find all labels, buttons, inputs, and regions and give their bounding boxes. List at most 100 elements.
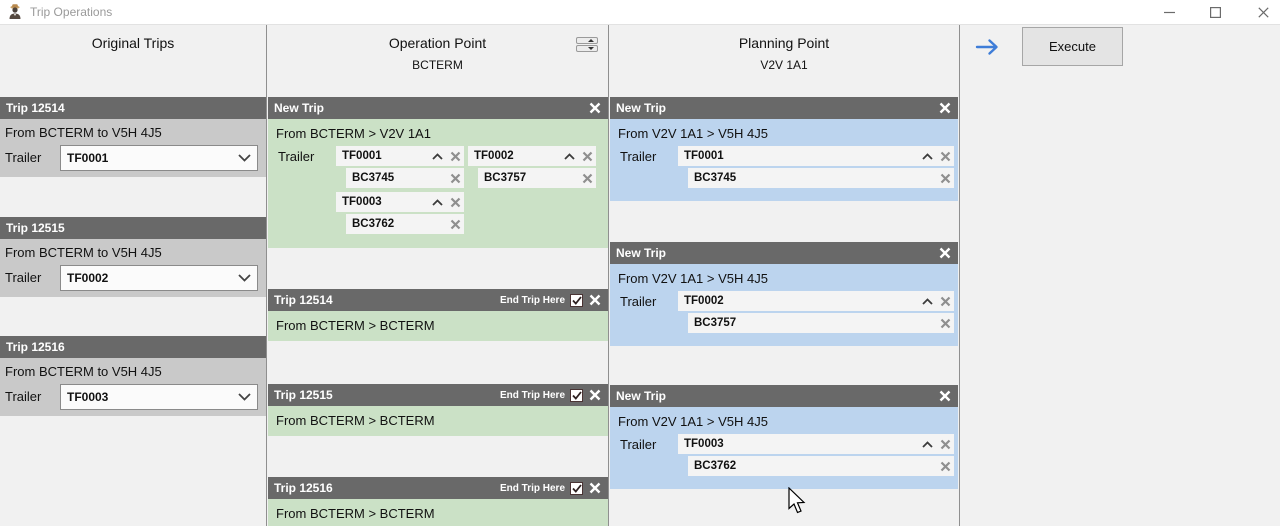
close-card-button[interactable] xyxy=(588,101,602,115)
remove-container-button[interactable] xyxy=(936,169,954,187)
trip-route: From BCTERM to V5H 4J5 xyxy=(5,245,162,260)
chevron-up-icon xyxy=(431,152,443,160)
chevron-up-icon xyxy=(563,152,575,160)
move-up-button[interactable] xyxy=(918,435,936,453)
remove-trailer-button[interactable] xyxy=(446,193,464,211)
trailer-chip[interactable]: TF0002 xyxy=(678,291,954,311)
trailer-label: Trailer xyxy=(620,437,657,452)
column-divider xyxy=(266,25,267,526)
planning-new-trip-card: New Trip From V2V 1A1 > V5H 4J5 Trailer … xyxy=(610,97,958,201)
end-trip-here-label: End Trip Here xyxy=(499,294,565,306)
chevron-down-icon xyxy=(238,274,251,282)
trip-id: Trip 12515 xyxy=(274,388,333,402)
new-trip-route: From V2V 1A1 > V5H 4J5 xyxy=(618,414,768,429)
container-id: BC3757 xyxy=(484,172,527,184)
trailer-dropdown[interactable]: TF0003 xyxy=(60,384,258,410)
move-up-button[interactable] xyxy=(428,147,446,165)
remove-container-button[interactable] xyxy=(936,457,954,475)
planning-point-title: Planning Point xyxy=(738,35,830,51)
remove-container-button[interactable] xyxy=(936,314,954,332)
operation-trip-card: Trip 12515 End Trip Here From BCTERM > B… xyxy=(268,384,608,436)
container-chip[interactable]: BC3762 xyxy=(688,456,954,476)
end-trip-here-label: End Trip Here xyxy=(499,389,565,401)
remove-icon xyxy=(940,173,950,183)
container-chip[interactable]: BC3745 xyxy=(346,168,464,188)
planning-new-trip-card: New Trip From V2V 1A1 > V5H 4J5 Trailer … xyxy=(610,385,958,489)
container-chip[interactable]: BC3762 xyxy=(346,214,464,234)
trip-id: Trip 12516 xyxy=(6,340,65,354)
trailer-chip-column: TF0001 BC3745 TF0003 BC3762 xyxy=(336,146,464,236)
remove-container-button[interactable] xyxy=(446,215,464,233)
splitter-stepper-icon[interactable] xyxy=(576,37,598,53)
end-trip-checkbox[interactable] xyxy=(570,293,583,307)
trip-route: From BCTERM > BCTERM xyxy=(276,318,435,333)
remove-trailer-button[interactable] xyxy=(578,147,596,165)
trailer-chip[interactable]: TF0003 xyxy=(678,434,954,454)
move-up-button[interactable] xyxy=(560,147,578,165)
trip-card-header: Trip 12516 xyxy=(0,336,266,358)
remove-trailer-button[interactable] xyxy=(936,292,954,310)
operation-trip-card: Trip 12514 End Trip Here From BCTERM > B… xyxy=(268,289,608,341)
move-up-button[interactable] xyxy=(918,147,936,165)
trailer-label: Trailer xyxy=(5,389,42,404)
container-chip[interactable]: BC3745 xyxy=(688,168,954,188)
remove-container-button[interactable] xyxy=(446,169,464,187)
trailer-id: TF0001 xyxy=(684,150,724,162)
trailer-dropdown[interactable]: TF0001 xyxy=(60,145,258,171)
remove-icon xyxy=(582,173,592,183)
close-icon xyxy=(589,482,601,494)
planning-new-trip-card: New Trip From V2V 1A1 > V5H 4J5 Trailer … xyxy=(610,242,958,346)
trip-card-header: Trip 12516 End Trip Here xyxy=(268,477,608,499)
trip-card-header: Trip 12515 xyxy=(0,217,266,239)
trailer-chip[interactable]: TF0001 xyxy=(678,146,954,166)
remove-container-button[interactable] xyxy=(578,169,596,187)
trailer-id: TF0003 xyxy=(684,438,724,450)
close-card-button[interactable] xyxy=(938,101,952,115)
remove-trailer-button[interactable] xyxy=(446,147,464,165)
window-title: Trip Operations xyxy=(30,5,113,19)
app-icon xyxy=(6,3,24,26)
end-trip-here-label: End Trip Here xyxy=(499,482,565,494)
new-trip-route: From V2V 1A1 > V5H 4J5 xyxy=(618,126,768,141)
remove-trailer-button[interactable] xyxy=(936,147,954,165)
check-icon xyxy=(571,390,582,400)
close-button[interactable] xyxy=(1246,0,1280,25)
close-icon xyxy=(589,294,601,306)
trailer-chip[interactable]: TF0002 xyxy=(468,146,596,166)
chevron-up-icon xyxy=(921,152,933,160)
trip-route: From BCTERM > BCTERM xyxy=(276,506,435,521)
trailer-dropdown-value: TF0002 xyxy=(67,271,109,285)
new-trip-route: From V2V 1A1 > V5H 4J5 xyxy=(618,271,768,286)
trip-route: From BCTERM > BCTERM xyxy=(276,413,435,428)
container-chip[interactable]: BC3757 xyxy=(688,313,954,333)
trailer-label: Trailer xyxy=(620,294,657,309)
maximize-button[interactable] xyxy=(1198,0,1232,25)
execute-button[interactable]: Execute xyxy=(1022,27,1123,66)
move-up-button[interactable] xyxy=(918,292,936,310)
close-card-button[interactable] xyxy=(588,481,602,495)
move-up-button[interactable] xyxy=(428,193,446,211)
close-card-button[interactable] xyxy=(588,388,602,402)
close-card-button[interactable] xyxy=(588,293,602,307)
remove-icon xyxy=(940,318,950,328)
original-trips-title: Original Trips xyxy=(91,35,175,51)
trailer-id: TF0002 xyxy=(474,150,514,162)
column-divider xyxy=(608,25,609,526)
remove-trailer-button[interactable] xyxy=(936,435,954,453)
execute-arrow-icon xyxy=(975,38,1001,61)
chevron-up-icon xyxy=(921,440,933,448)
trailer-chip[interactable]: TF0001 xyxy=(336,146,464,166)
check-icon xyxy=(571,295,582,305)
end-trip-checkbox[interactable] xyxy=(570,388,583,402)
planning-point-location: V2V 1A1 xyxy=(760,58,808,72)
trailer-dropdown[interactable]: TF0002 xyxy=(60,265,258,291)
trip-card-header: Trip 12514 xyxy=(0,97,266,119)
close-card-button[interactable] xyxy=(938,389,952,403)
close-card-button[interactable] xyxy=(938,246,952,260)
operation-trip-card: Trip 12516 End Trip Here From BCTERM > B… xyxy=(268,477,608,526)
end-trip-checkbox[interactable] xyxy=(570,481,583,495)
minimize-button[interactable] xyxy=(1152,0,1186,25)
container-chip[interactable]: BC3757 xyxy=(478,168,596,188)
trailer-chip[interactable]: TF0003 xyxy=(336,192,464,212)
